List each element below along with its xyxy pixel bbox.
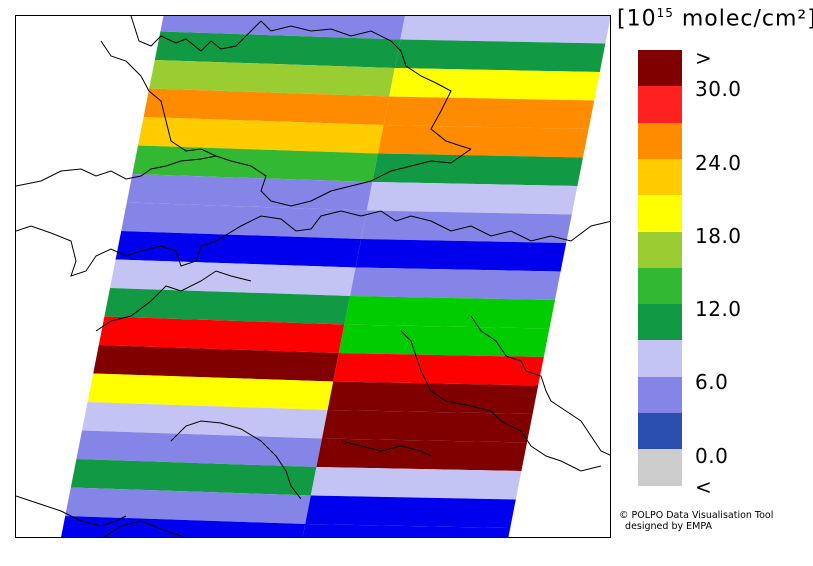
swath-pixel	[350, 267, 561, 300]
border-line	[95, 270, 252, 332]
legend-swatch	[638, 86, 682, 123]
legend-swatch	[638, 195, 682, 232]
swath-pixel	[400, 16, 610, 44]
swath-pixel	[98, 316, 345, 353]
satellite-swath-pixels	[61, 16, 610, 537]
map-panel	[15, 15, 611, 538]
swath-pixel	[61, 516, 306, 537]
swath-pixel	[333, 353, 544, 386]
swath-pixel	[132, 145, 378, 182]
border-line	[16, 148, 472, 207]
legend-label: <	[695, 475, 713, 499]
swath-pixel	[305, 495, 516, 528]
swath-pixel	[302, 524, 511, 537]
border-line	[170, 420, 302, 500]
legend-title: [1015 molec/cm²]	[617, 6, 813, 31]
legend-label: 24.0	[695, 151, 742, 175]
swath-pixel	[344, 296, 555, 329]
legend-swatch	[638, 267, 682, 305]
swath-pixel	[154, 31, 401, 68]
legend-label: >	[695, 46, 713, 70]
swath-pixel	[389, 68, 600, 101]
swath-pixel	[104, 288, 351, 325]
swath-pixel	[372, 153, 583, 186]
legend-label: 0.0	[695, 444, 729, 468]
swath-pixel	[355, 239, 567, 272]
swath-pixel	[110, 259, 356, 296]
border-line	[470, 315, 610, 456]
border-line	[400, 330, 602, 472]
swath-pixel	[310, 467, 522, 500]
coastlines-and-borders	[16, 16, 610, 537]
legend-title-suffix: molec/cm²]	[673, 6, 813, 32]
swath-pixel	[143, 88, 390, 125]
legend-swatch	[638, 340, 682, 377]
swath-pixel	[115, 231, 362, 268]
legend-label: 6.0	[695, 370, 729, 394]
border-line	[100, 40, 217, 157]
legend-swatch	[638, 122, 682, 159]
border-line	[340, 440, 432, 457]
legend-swatch	[638, 231, 682, 268]
no2-column-map	[16, 16, 610, 537]
border-line	[103, 520, 182, 537]
swath-pixel	[378, 125, 589, 158]
legend-label: 18.0	[695, 224, 742, 248]
legend-title-exponent: 15	[656, 6, 674, 20]
swath-pixel	[65, 487, 311, 524]
border-line	[260, 20, 472, 150]
swath-pixel	[322, 410, 533, 443]
swath-pixel	[70, 459, 317, 496]
swath-pixel	[87, 373, 334, 410]
border-line	[130, 16, 262, 52]
swath-pixel	[82, 402, 328, 439]
legend-swatch	[638, 304, 682, 341]
legend-swatch	[638, 449, 682, 486]
swath-pixel	[149, 60, 395, 97]
swath-pixel	[327, 381, 539, 414]
swath-pixel	[383, 96, 595, 129]
swath-pixel	[93, 345, 339, 382]
swath-pixel	[76, 430, 323, 467]
swath-pixel	[316, 438, 527, 471]
legend-swatch	[638, 413, 682, 450]
swath-pixel	[394, 39, 606, 72]
legend-title-prefix: [10	[617, 6, 657, 32]
legend-swatch	[638, 50, 682, 87]
border-line	[16, 495, 127, 527]
swath-pixel	[338, 324, 550, 357]
legend-swatch	[638, 376, 682, 413]
border-line	[16, 210, 610, 277]
swath-pixel	[366, 182, 578, 215]
legend-swatch	[638, 158, 682, 196]
legend-label: 30.0	[695, 77, 742, 101]
swath-pixel	[138, 117, 384, 154]
legend-label: 12.0	[695, 297, 742, 321]
credit-text: © POLPO Data Visualisation Tool designed…	[619, 510, 774, 532]
